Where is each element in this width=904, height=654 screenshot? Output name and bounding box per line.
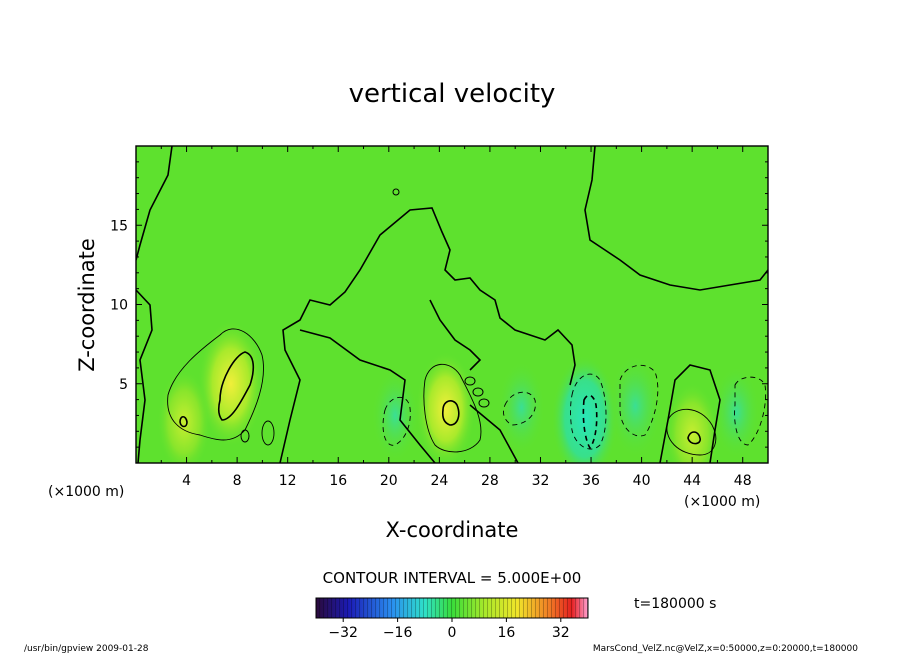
contour-layer — [136, 146, 768, 463]
field-feature-6 — [497, 360, 546, 455]
x-tick-label: 44 — [683, 473, 701, 489]
chart-title: vertical velocity — [349, 79, 556, 109]
field-feature-2 — [157, 369, 211, 463]
colorbar-levels — [316, 598, 588, 618]
x-axis-unit: (×1000 m) — [684, 494, 760, 510]
time-label: t=180000 s — [634, 596, 716, 612]
contour-interval-label: CONTOUR INTERVAL = 5.000E+00 — [323, 569, 582, 587]
footer-right: MarsCond_VelZ.nc@VelZ,x=0:50000,z=0:2000… — [593, 644, 858, 654]
colorbar-tick-label: 32 — [552, 625, 570, 641]
x-tick-label: 20 — [380, 473, 398, 489]
positive-contour-inner — [179, 351, 701, 445]
y-tick-label: 5 — [119, 377, 128, 393]
negative-contour-inner — [582, 394, 598, 450]
field-feature-4 — [665, 382, 719, 463]
x-tick-label: 32 — [532, 473, 550, 489]
x-axis-title: X-coordinate — [386, 518, 519, 542]
x-tick-label: 16 — [329, 473, 347, 489]
colorbar-tick-label: −32 — [328, 625, 358, 641]
x-tick-label: 4 — [182, 473, 191, 489]
small-contour — [261, 420, 275, 446]
small-contour — [464, 376, 476, 386]
small-contour — [392, 188, 400, 196]
x-axis: 4 8 12 16 20 24 28 32 36 40 44 48 — [135, 146, 769, 489]
small-contour — [478, 398, 490, 408]
zero-contour — [136, 146, 768, 463]
y-axis-unit: (×1000 m) — [48, 484, 124, 500]
y-axis: 5 10 15 — [110, 161, 768, 448]
field-feature-7 — [551, 355, 618, 463]
x-tick-label: 36 — [582, 473, 600, 489]
x-tick-label: 24 — [430, 473, 448, 489]
small-contour — [240, 429, 250, 443]
x-tick-label: 48 — [734, 473, 752, 489]
field-feature-9 — [712, 365, 761, 460]
colorbar-tick-label: 0 — [448, 625, 457, 641]
field-feature-3 — [415, 351, 476, 463]
field-layer — [157, 320, 761, 463]
colorbar-tick-label: 16 — [497, 625, 515, 641]
x-tick-label: 12 — [279, 473, 297, 489]
negative-contour — [382, 364, 767, 450]
positive-contour — [167, 328, 717, 456]
field-feature-1 — [197, 320, 264, 448]
x-tick-label: 8 — [233, 473, 242, 489]
colorbar-ticks: −32 −16 0 16 32 — [328, 618, 570, 641]
x-tick-label: 28 — [481, 473, 499, 489]
colorbar-tick-label: −16 — [383, 625, 413, 641]
y-tick-label: 10 — [110, 298, 128, 314]
footer-left: /usr/bin/gpview 2009-01-28 — [24, 644, 149, 654]
small-contour — [472, 387, 484, 397]
y-tick-label: 15 — [110, 218, 128, 234]
x-tick-label: 40 — [633, 473, 651, 489]
field-feature-8 — [608, 353, 663, 459]
field-feature-5 — [371, 368, 419, 463]
y-axis-title: Z-coordinate — [75, 238, 99, 372]
